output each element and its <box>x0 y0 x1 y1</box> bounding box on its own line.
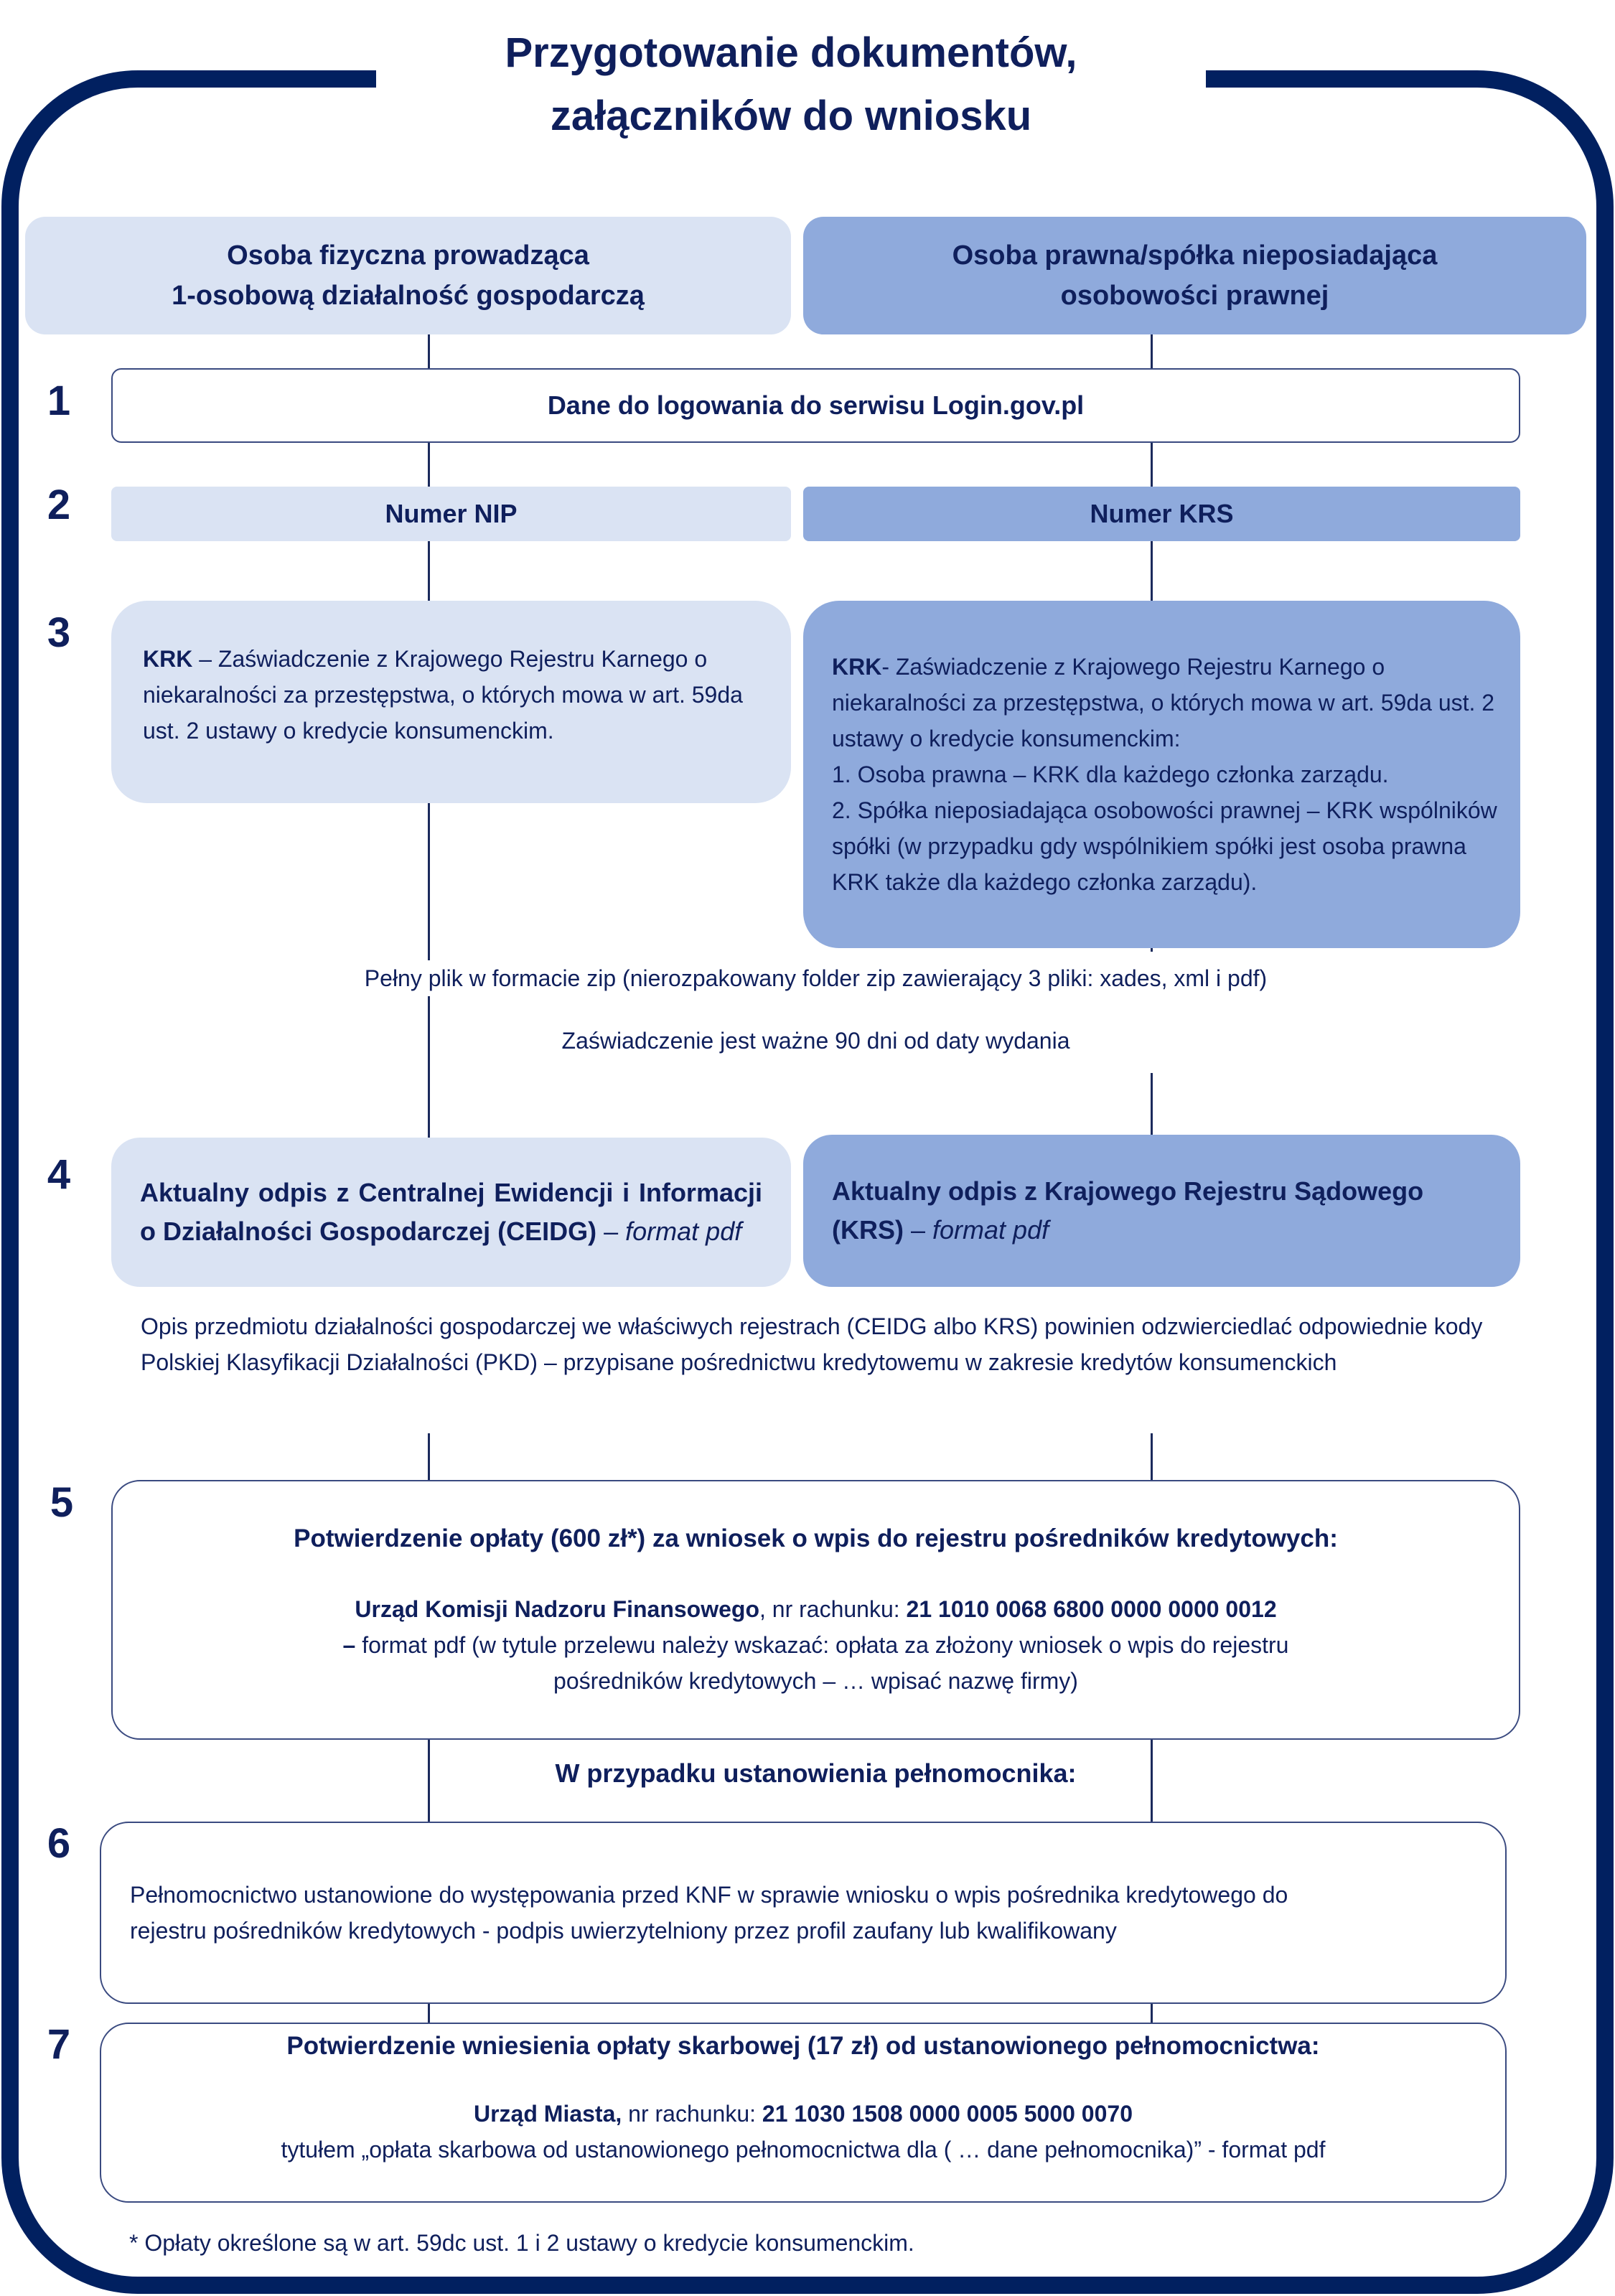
recipient: Urząd Komisji Nadzoru Finansowego <box>355 1596 759 1622</box>
validity-note: Zaświadczenie jest ważne 90 dni od daty … <box>561 1028 1070 1054</box>
column-header-legal-person: Osoba prawna/spółka nieposiadająca osobow… <box>803 217 1586 334</box>
nip-label: Numer NIP <box>385 499 518 528</box>
step-2-nip: Numer NIP <box>111 487 791 541</box>
footnote: * Opłaty określone są w art. 59dc ust. 1… <box>129 2230 914 2256</box>
krs-extract-label: Aktualny odpis z Krajowego Rejestru Sądo… <box>832 1176 1424 1245</box>
step-number: 3 <box>47 609 71 656</box>
title-gap <box>376 65 1206 100</box>
account-number: 21 1010 0068 6800 0000 0000 0012 <box>906 1596 1277 1622</box>
krk-item: 1. Osoba prawna – KRK dla każdego członk… <box>832 762 1389 787</box>
step-number: 5 <box>50 1479 74 1526</box>
step-4-right-box: Aktualny odpis z Krajowego Rejestru Sądo… <box>803 1135 1520 1287</box>
step-number: 7 <box>47 2021 71 2068</box>
step-5-box: Potwierdzenie opłaty (600 zł*) za wniose… <box>111 1480 1520 1740</box>
step-1-box: Dane do logowania do serwisu Login.gov.p… <box>111 368 1520 443</box>
header-line: Osoba prawna/spółka nieposiadająca <box>952 240 1438 271</box>
step-1-text: Dane do logowania do serwisu Login.gov.p… <box>547 390 1085 420</box>
step-3-right-box: KRK- Zaświadczenie z Krajowego Rejestru … <box>803 601 1520 948</box>
krk-label: KRK <box>832 654 882 680</box>
format-label: format pdf <box>932 1215 1049 1245</box>
account-number: 21 1030 1508 0000 0005 5000 0070 <box>762 2101 1133 2127</box>
recipient: Urząd Miasta, <box>473 2101 622 2127</box>
step-3-left-box: KRK – Zaświadczenie z Krajowego Rejestru… <box>111 601 791 803</box>
transfer-details: format pdf (w tytule przelewu należy wsk… <box>362 1632 1289 1694</box>
krk-desc: – Zaświadczenie z Krajowego Rejestru Kar… <box>143 646 743 744</box>
connector-right <box>1151 1433 1153 1484</box>
stamp-fee-heading: Potwierdzenie wniesienia opłaty skarbowe… <box>286 2032 1320 2060</box>
account-label: nr rachunku: <box>622 2101 762 2127</box>
dash: – <box>903 1215 933 1245</box>
step-number: 4 <box>47 1151 71 1198</box>
step-number: 6 <box>47 1820 71 1867</box>
step-2-krs: Numer KRS <box>803 487 1520 541</box>
dash: – <box>342 1632 362 1658</box>
pkd-note: Opis przedmiotu działalności gospodarcze… <box>141 1313 1483 1375</box>
krk-label: KRK <box>143 646 193 672</box>
fee-heading: Potwierdzenie opłaty (600 zł*) za wniose… <box>294 1524 1338 1552</box>
column-header-natural-person: Osoba fizyczna prowadząca 1-osobową dział… <box>25 217 791 334</box>
title-line-2: załączników do wniosku <box>550 93 1032 139</box>
step-7-box: Potwierdzenie wniesienia opłaty skarbowe… <box>100 2023 1507 2203</box>
step-number: 2 <box>47 482 71 528</box>
ceidg-label: Aktualny odpis z Centralnej Ewidencji i … <box>140 1178 762 1246</box>
proxy-text: Pełnomocnictwo ustanowione do występowan… <box>130 1882 1288 1944</box>
krs-label: Numer KRS <box>1090 499 1234 528</box>
title-line-1: Przygotowanie dokumentów, <box>505 29 1077 76</box>
step-4-left-box: Aktualny odpis z Centralnej Ewidencji i … <box>111 1138 791 1287</box>
outer-frame <box>1 70 1614 2294</box>
header-line: 1-osobową działalność gospodarczą <box>172 281 645 311</box>
krk-desc: - Zaświadczenie z Krajowego Rejestru Kar… <box>832 654 1495 751</box>
step-6-box: Pełnomocnictwo ustanowione do występowan… <box>100 1822 1507 2004</box>
step-number: 1 <box>47 378 71 424</box>
account-label: , nr rachunku: <box>759 1596 907 1622</box>
zip-note: Pełny plik w formacie zip (nierozpakowan… <box>111 960 1520 996</box>
connector-left <box>428 1433 430 1484</box>
krk-item: 2. Spółka nieposiadająca osobowości praw… <box>832 797 1497 895</box>
format-label: format pdf <box>625 1217 742 1246</box>
header-line: osobowości prawnej <box>1060 281 1329 311</box>
connector-left <box>428 1073 430 1145</box>
transfer-details: tytułem „opłata skarbowa od ustanowioneg… <box>281 2137 1326 2163</box>
dash: – <box>596 1217 626 1246</box>
proxy-heading: W przypadku ustanowienia pełnomocnika: <box>555 1758 1077 1788</box>
connector-right <box>1151 1073 1153 1145</box>
page-title: Przygotowanie dokumentów, załączników do… <box>376 22 1206 148</box>
header-line: Osoba fizyczna prowadząca <box>227 240 589 271</box>
